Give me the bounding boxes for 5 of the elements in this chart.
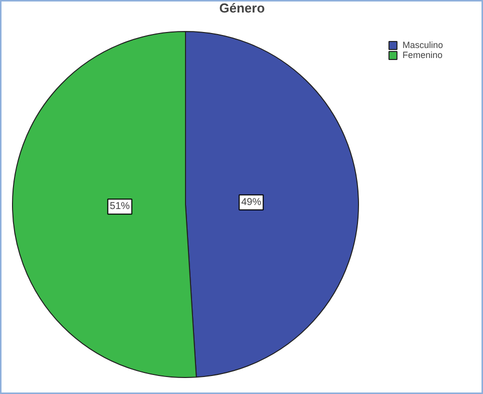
data-label: 51% xyxy=(110,201,130,212)
chart-title: Género xyxy=(219,0,265,16)
legend-label: Femenino xyxy=(402,50,442,60)
data-label: 49% xyxy=(241,196,262,208)
legend-label: Masculino xyxy=(402,40,443,50)
